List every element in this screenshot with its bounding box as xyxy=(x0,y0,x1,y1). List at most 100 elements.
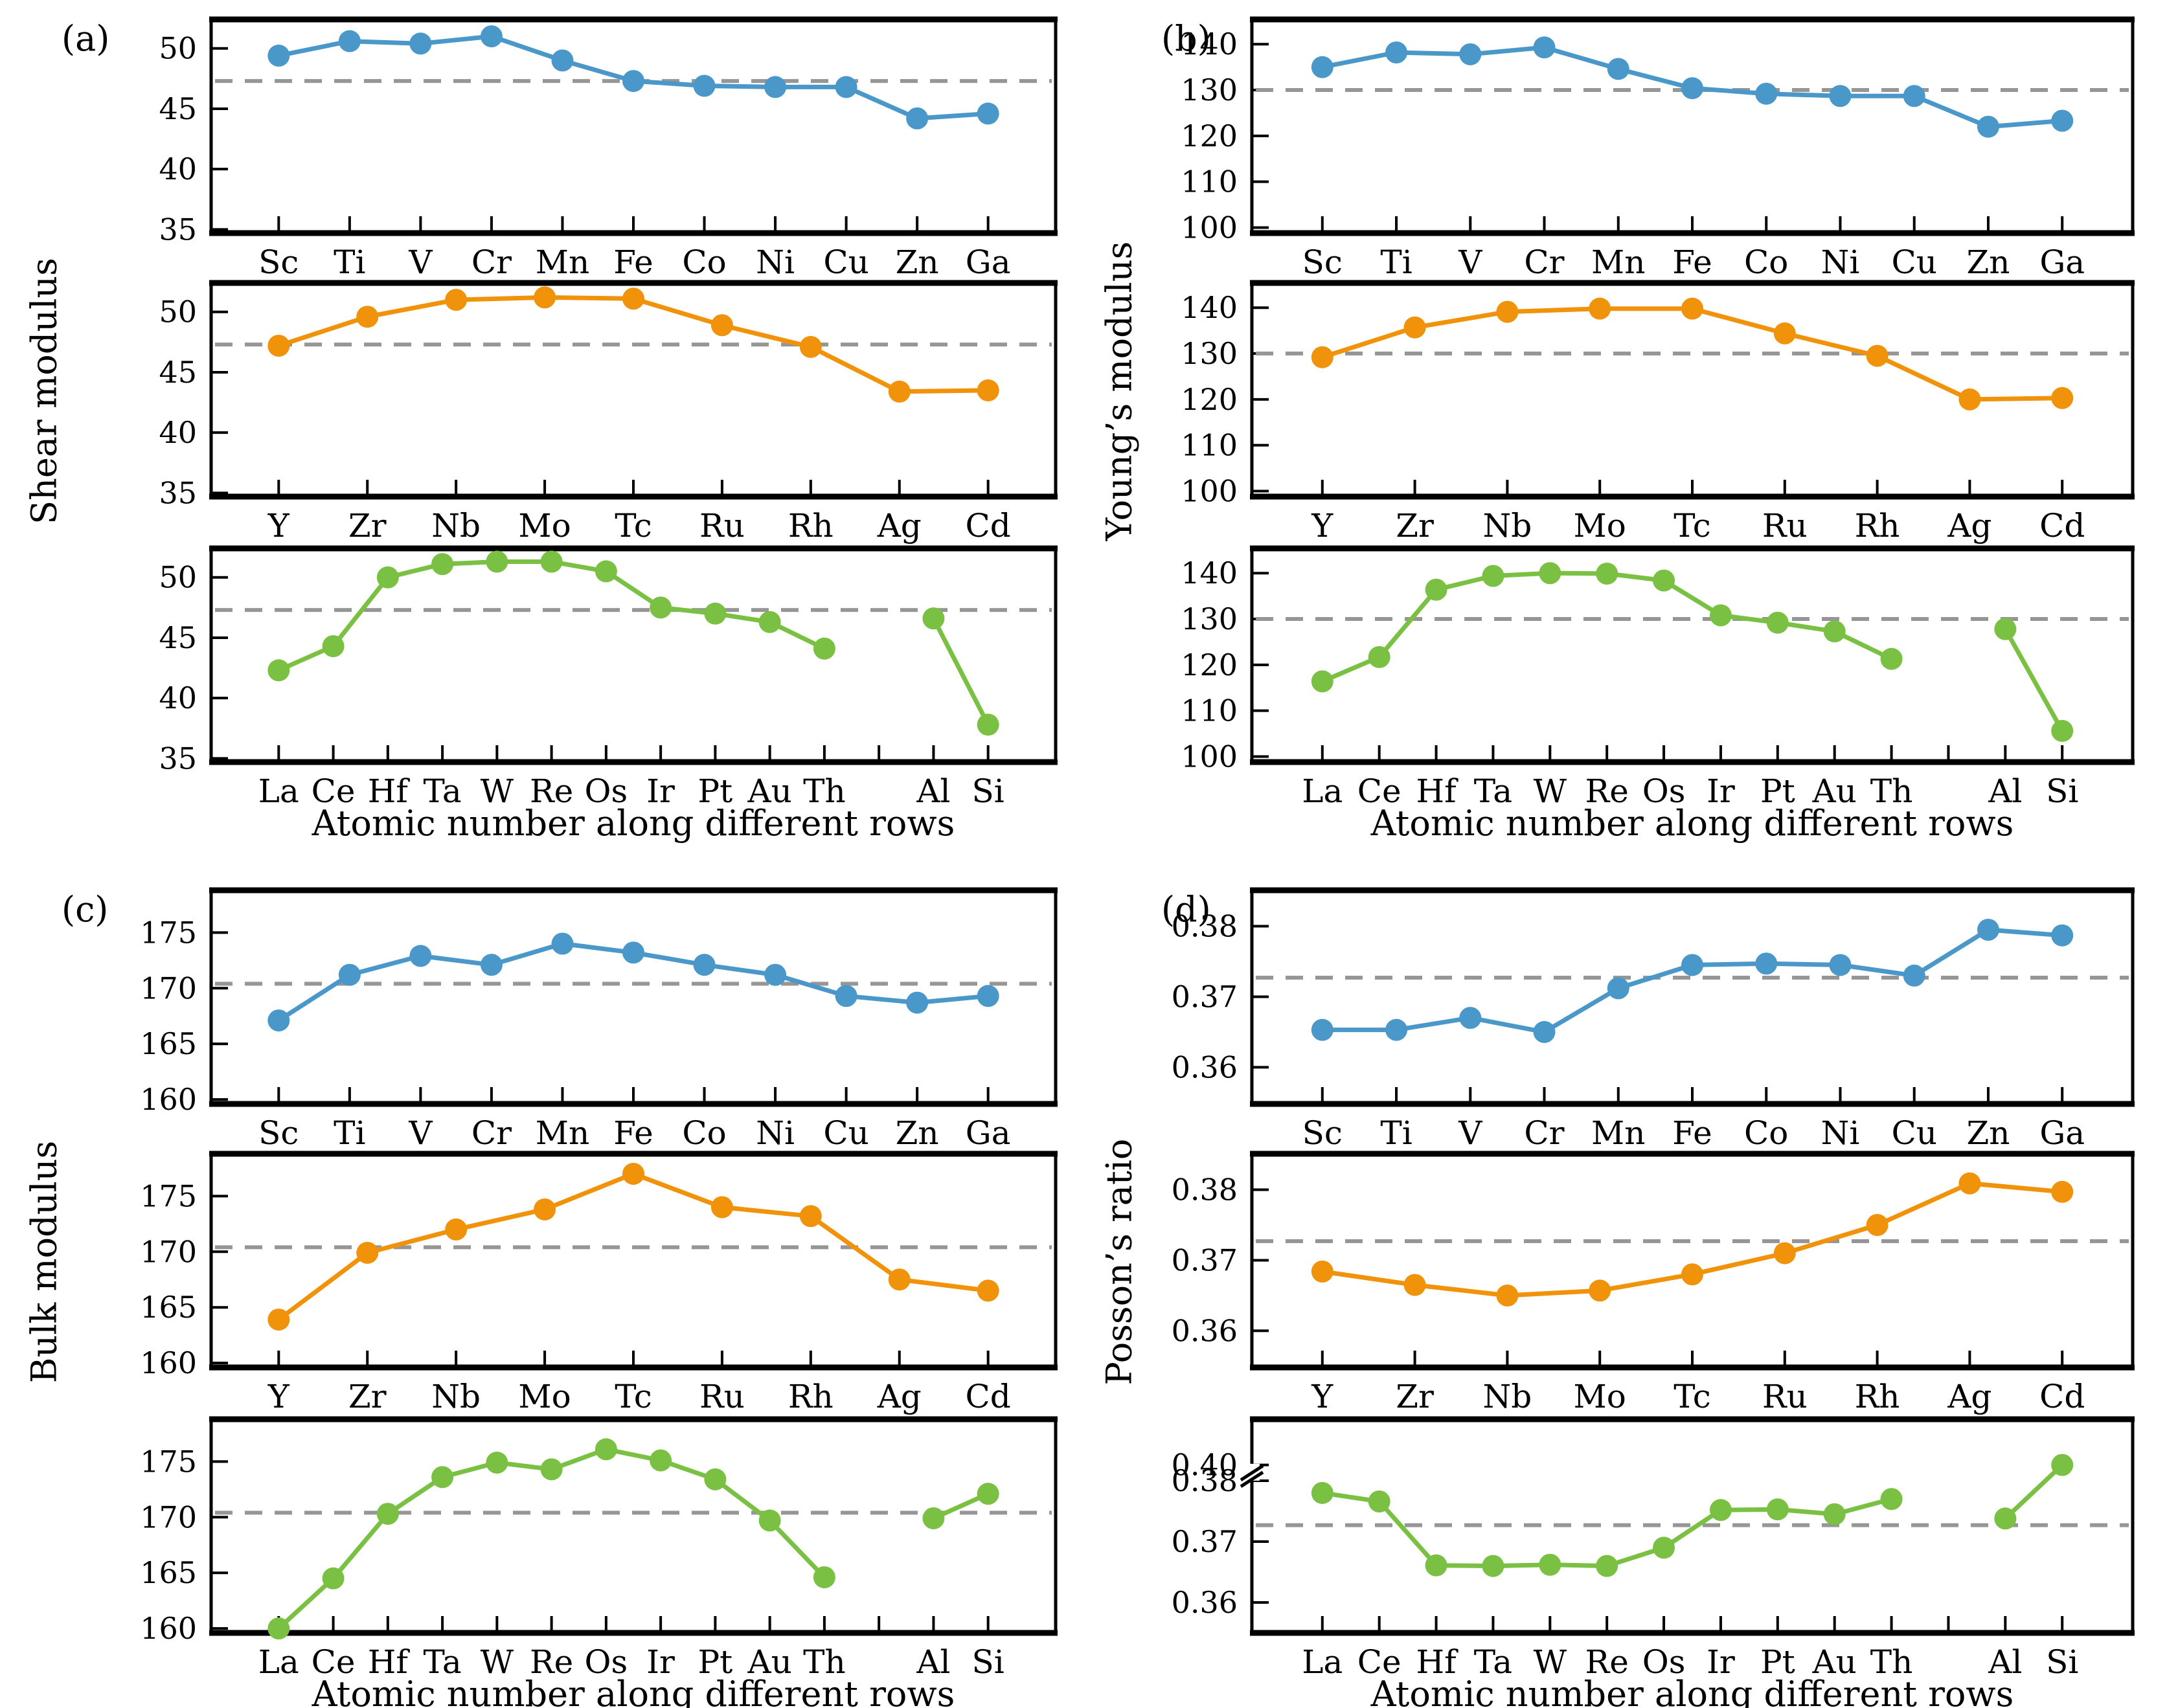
x-tick-label-Ta: Ta xyxy=(423,772,461,810)
y-tick-label: 50 xyxy=(159,295,197,330)
x-tick-label-Mn: Mn xyxy=(536,1114,589,1152)
x-tick-label-Th: Th xyxy=(1870,772,1913,810)
x-tick-label-Al: Al xyxy=(1988,772,2022,810)
data-point-Cr xyxy=(480,954,503,976)
subplot-5d: 35 40 45 50 La Ce Hf Ta W Re Os Ir Pt Au Th Al Si xyxy=(159,545,1058,810)
data-point-Ta xyxy=(1482,565,1504,587)
x-tick-label-Mo: Mo xyxy=(518,1378,571,1415)
x-tick-label-Ni: Ni xyxy=(1821,243,1860,281)
x-tick-label-Ce: Ce xyxy=(1357,1643,1401,1681)
x-tick-label-Cr: Cr xyxy=(1524,243,1564,281)
data-point-Ag xyxy=(888,1268,911,1291)
x-tick-label-Ta: Ta xyxy=(1474,772,1512,810)
data-point-Cd xyxy=(977,1279,999,1302)
data-point-Os xyxy=(1653,569,1675,592)
x-tick-label-Co: Co xyxy=(682,243,726,281)
panel-d: (d) Posson’s ratio Atomic number along dif… xyxy=(1084,854,2167,1708)
x-tick-label-Zn: Zn xyxy=(1966,243,2010,281)
x-tick-label-Ag: Ag xyxy=(877,1378,922,1415)
data-point-Mo xyxy=(1589,1279,1611,1302)
data-point-Re xyxy=(540,550,563,573)
x-tick-label-Au: Au xyxy=(1812,772,1857,810)
y-tick-label: 100 xyxy=(1181,474,1238,509)
data-point-Zn xyxy=(1977,115,1999,138)
y-tick-label: 140 xyxy=(1181,27,1238,62)
data-point-Nb xyxy=(445,289,468,311)
x-tick-label-Nb: Nb xyxy=(1483,507,1532,545)
subplot-4d: 0.36 0.37 0.38 Y Zr Nb Mo Tc Ru Rh Ag Cd xyxy=(1172,1151,2135,1415)
data-point-Ir xyxy=(1709,604,1732,627)
x-tick-label-Al: Al xyxy=(916,772,950,810)
data-point-Pt xyxy=(704,1468,727,1490)
data-point-Zn xyxy=(906,107,929,129)
data-point-Au xyxy=(1823,620,1846,643)
data-point-Ce xyxy=(322,1567,345,1590)
data-point-Tc xyxy=(622,287,644,310)
data-point-Nb xyxy=(445,1218,468,1241)
x-tick-label-Y: Y xyxy=(1311,507,1333,545)
x-tick-label-Hf: Hf xyxy=(368,772,411,810)
data-point-Nb xyxy=(1496,300,1519,323)
x-tick-label-Cu: Cu xyxy=(823,243,868,281)
x-tick-label-Au: Au xyxy=(747,1643,791,1681)
data-point-Ag xyxy=(1958,1172,1981,1195)
x-tick-label-Cu: Cu xyxy=(1891,1114,1936,1152)
data-point-Ni xyxy=(1829,954,1852,976)
y-tick-label: 120 xyxy=(1181,118,1238,153)
x-tick-label-Rh: Rh xyxy=(1855,507,1900,545)
data-point-La xyxy=(1311,670,1333,693)
data-point-Ni xyxy=(1829,85,1852,107)
x-tick-label-Nb: Nb xyxy=(431,1378,481,1415)
panel-letter: (b) xyxy=(1161,18,1211,59)
series-line-5d xyxy=(276,559,827,673)
x-tick-label-Hf: Hf xyxy=(1416,1643,1458,1681)
data-point-Ce xyxy=(1368,646,1390,668)
data-point-Cr xyxy=(1533,36,1556,59)
data-point-Ir xyxy=(650,596,672,619)
data-point-Ga xyxy=(2051,924,2074,947)
data-point-V xyxy=(1459,43,1482,65)
y-tick-label: 0.38 xyxy=(1172,909,1238,944)
data-point-Y xyxy=(267,334,290,357)
x-tick-label-La: La xyxy=(258,1643,299,1681)
x-tick-label-Cd: Cd xyxy=(966,507,1011,545)
x-tick-label-Re: Re xyxy=(530,772,573,810)
data-point-V xyxy=(1459,1007,1482,1029)
data-point-Os xyxy=(595,1438,617,1461)
data-point-Ga xyxy=(2051,109,2074,132)
data-point-Al xyxy=(1994,1507,2017,1530)
data-point-Rh xyxy=(1866,344,1889,367)
x-tick-label-Zn: Zn xyxy=(896,1114,939,1152)
x-tick-label-Si: Si xyxy=(972,1643,1004,1681)
x-tick-label-Mo: Mo xyxy=(1574,1378,1626,1415)
data-point-Th xyxy=(813,1566,835,1589)
y-tick-label: 170 xyxy=(140,1500,197,1534)
x-tick-label-Zr: Zr xyxy=(1396,507,1434,545)
panel-letter: (c) xyxy=(62,889,109,930)
x-tick-label-Sc: Sc xyxy=(1302,1114,1343,1152)
y-tick-label: 160 xyxy=(140,1345,197,1380)
data-point-Cr xyxy=(1533,1020,1556,1043)
data-point-Pt xyxy=(704,602,727,625)
data-point-Mn xyxy=(551,932,574,955)
data-point-Mo xyxy=(1589,297,1611,320)
x-tick-label-Pt: Pt xyxy=(698,1643,733,1681)
x-tick-label-Rh: Rh xyxy=(788,507,834,545)
y-tick-label: 40 xyxy=(159,415,197,450)
y-tick-label: 110 xyxy=(1181,428,1238,463)
x-tick-label-W: W xyxy=(481,1643,514,1681)
panel-c: (c) Bulk modulus Atomic number along diffe… xyxy=(0,854,1084,1708)
data-point-Cu xyxy=(1903,964,1925,987)
x-tick-label-Y: Y xyxy=(267,507,290,545)
x-tick-label-Os: Os xyxy=(1642,1643,1686,1681)
x-axis-label: Atomic number along different rows xyxy=(1370,1674,2014,1708)
series-line-3d xyxy=(1320,927,2065,1035)
y-tick-label: 35 xyxy=(159,475,197,510)
data-point-Os xyxy=(1653,1536,1675,1559)
x-tick-label-Zn: Zn xyxy=(896,243,939,281)
x-tick-label-Ir: Ir xyxy=(646,1643,675,1681)
data-point-Re xyxy=(1596,1555,1618,1577)
x-tick-label-Cr: Cr xyxy=(1524,1114,1564,1152)
data-point-Hf xyxy=(1425,578,1447,601)
x-tick-label-Ag: Ag xyxy=(877,507,922,545)
